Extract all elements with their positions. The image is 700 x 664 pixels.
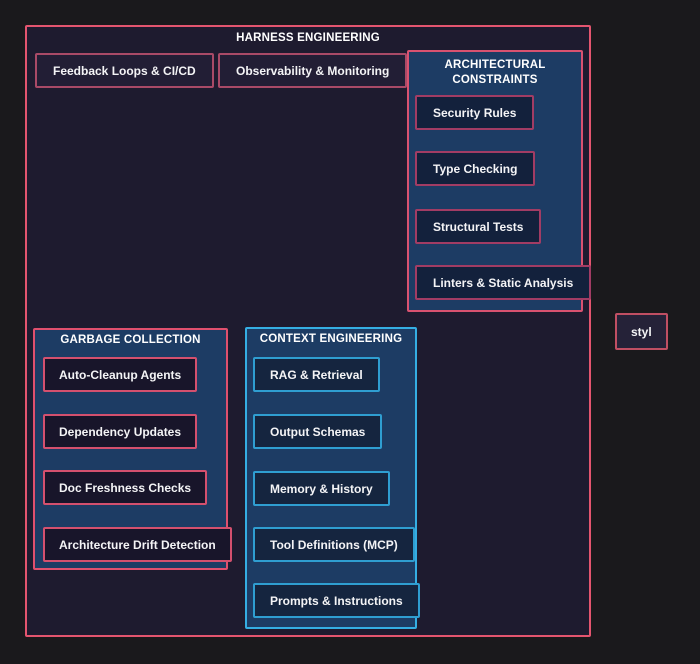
node-tool-definitions-mcp: Tool Definitions (MCP) bbox=[253, 527, 415, 562]
node-prompts-instructions: Prompts & Instructions bbox=[253, 583, 420, 618]
context-engineering-title: CONTEXT ENGINEERING bbox=[259, 333, 403, 345]
node-doc-freshness-checks: Doc Freshness Checks bbox=[43, 470, 208, 505]
node-styl-clipped: styl bbox=[615, 313, 668, 350]
garbage-collection-title: GARBAGE COLLECTION bbox=[60, 334, 201, 346]
node-linters-static-analysis: Linters & Static Analysis bbox=[415, 265, 592, 300]
architectural-constraints-title: ARCHITECTURAL CONSTRAINTS bbox=[444, 59, 546, 86]
node-dependency-updates: Dependency Updates bbox=[43, 414, 198, 449]
node-type-checking: Type Checking bbox=[415, 151, 536, 186]
node-memory-history: Memory & History bbox=[253, 471, 390, 506]
node-security-rules: Security Rules bbox=[415, 95, 535, 130]
node-observability-monitoring: Observability & Monitoring bbox=[218, 53, 408, 88]
group-garbage-collection: GARBAGE COLLECTION Auto-Cleanup Agents D… bbox=[33, 328, 232, 570]
node-rag-retrieval: RAG & Retrieval bbox=[253, 357, 380, 392]
group-context-engineering: CONTEXT ENGINEERING RAG & Retrieval Outp… bbox=[245, 327, 420, 629]
node-auto-cleanup-agents: Auto-Cleanup Agents bbox=[43, 357, 198, 392]
node-output-schemas: Output Schemas bbox=[253, 414, 383, 449]
node-architecture-drift-detection: Architecture Drift Detection bbox=[43, 527, 232, 562]
group-architectural-constraints: ARCHITECTURAL CONSTRAINTS Security Rules… bbox=[407, 50, 592, 312]
node-structural-tests: Structural Tests bbox=[415, 209, 542, 244]
harness-engineering-title: HARNESS ENGINEERING bbox=[236, 32, 380, 44]
group-harness-engineering: HARNESS ENGINEERING Feedback Loops & CI/… bbox=[25, 25, 592, 637]
node-feedback-loops-cicd: Feedback Loops & CI/CD bbox=[35, 53, 214, 88]
